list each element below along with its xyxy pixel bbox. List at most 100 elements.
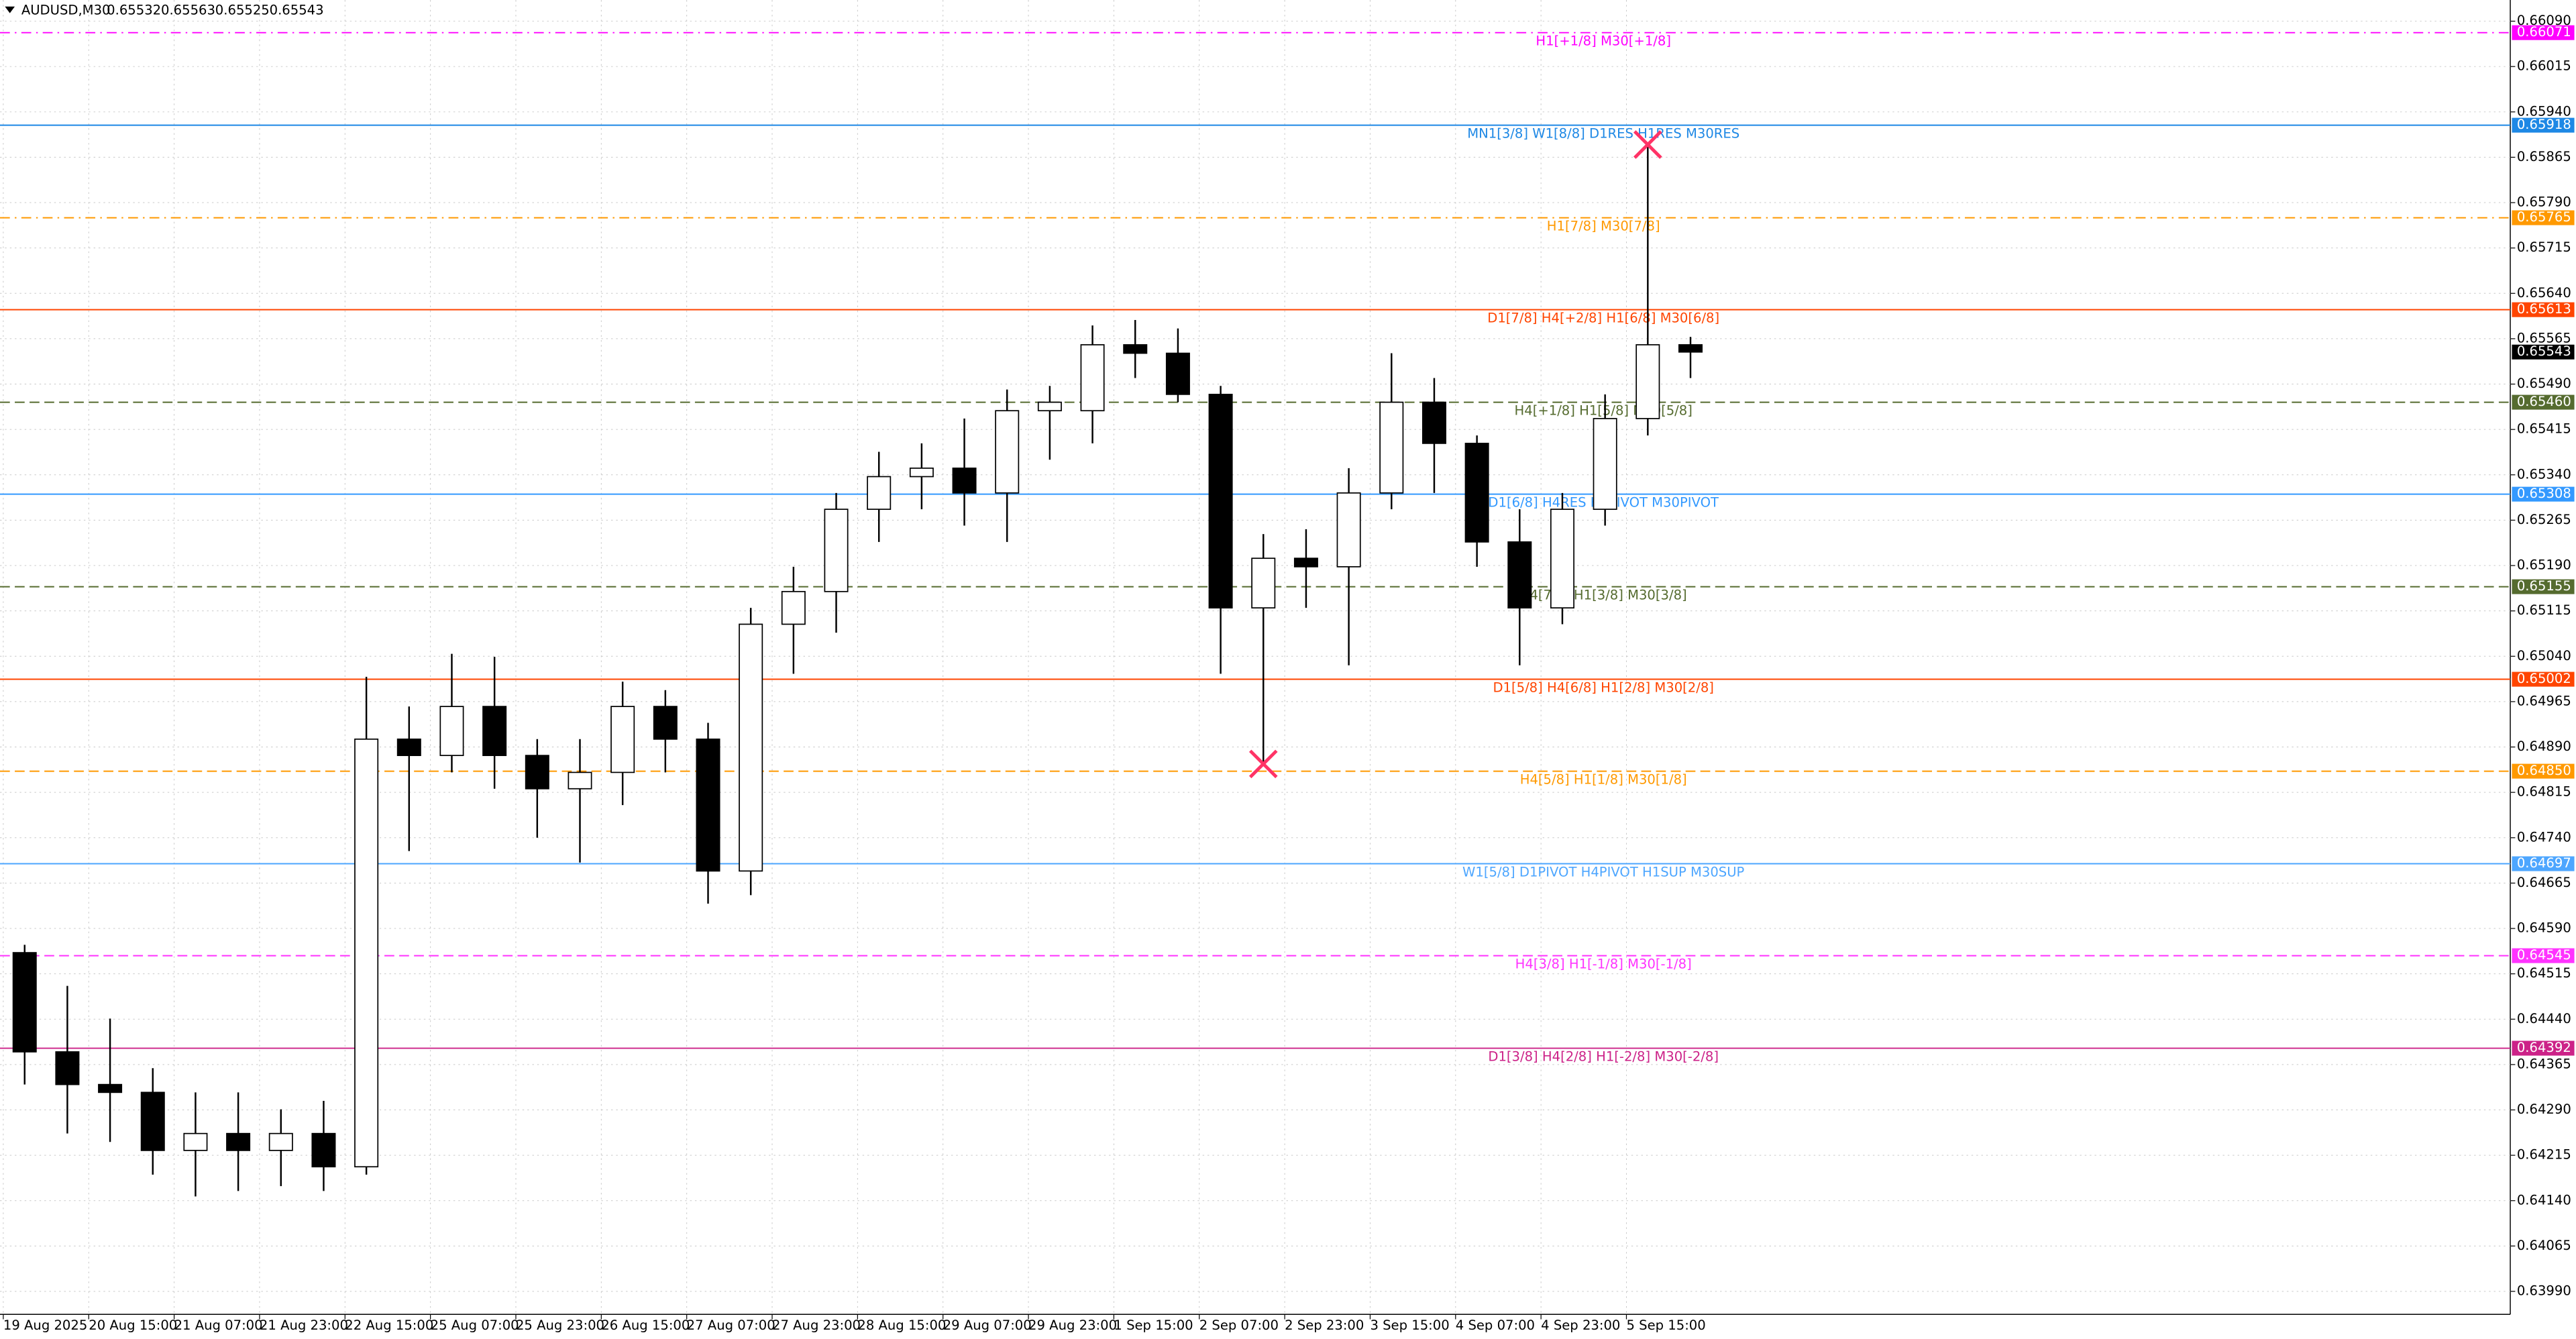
x-tick-label: 1 Sep 15:00	[1114, 1318, 1193, 1333]
candle-body	[1678, 344, 1703, 353]
x-tick-label: 21 Aug 07:00	[174, 1318, 263, 1333]
candle-body	[1379, 401, 1404, 494]
level-label: H4[+1/8] H1[5/8] M30[5/8]	[1515, 403, 1693, 419]
level-price-box	[2512, 394, 2575, 410]
candle-body	[1593, 418, 1617, 511]
candle-body	[482, 706, 507, 757]
y-tick-label: 0.63990	[2517, 1283, 2571, 1299]
x-tick-label: 20 Aug 15:00	[89, 1318, 177, 1333]
y-tick-label: 0.65715	[2517, 239, 2571, 255]
x-tick-label: 4 Sep 23:00	[1541, 1318, 1620, 1333]
candle-body	[55, 1051, 80, 1085]
y-tick-label: 0.66090	[2517, 13, 2571, 28]
level-price-box	[2512, 302, 2575, 317]
symbol-menu-icon[interactable]	[5, 6, 15, 13]
candle-body	[568, 771, 592, 790]
level-label: D1[3/8] H4[2/8] H1[-2/8] M30[-2/8]	[1488, 1049, 1719, 1065]
level-label: H4[7/8] H1[3/8] M30[3/8]	[1520, 588, 1687, 603]
x-tick-label: 27 Aug 23:00	[772, 1318, 861, 1333]
y-tick-label: 0.65040	[2517, 648, 2571, 663]
level-label: H1[7/8] M30[7/8]	[1547, 219, 1660, 234]
y-tick-label: 0.65340	[2517, 466, 2571, 482]
y-tick-label: 0.64140	[2517, 1192, 2571, 1208]
y-tick-label: 0.66015	[2517, 58, 2571, 74]
candle-body	[653, 706, 678, 740]
y-tick-label: 0.64815	[2517, 784, 2571, 800]
candle-body	[1464, 443, 1489, 543]
swing-low-marker	[1248, 749, 1278, 779]
candle-body	[1165, 352, 1190, 395]
candle-body	[1123, 344, 1148, 354]
y-tick-label: 0.65640	[2517, 285, 2571, 301]
level-price-label: 0.64392	[2517, 1040, 2571, 1055]
level-label: D1[7/8] H4[+2/8] H1[6/8] M30[6/8]	[1487, 311, 1719, 326]
level-price-label: 0.64850	[2517, 763, 2571, 778]
level-price-label: 0.65460	[2517, 394, 2571, 409]
y-tick-label: 0.65790	[2517, 195, 2571, 210]
current-price-box	[2512, 344, 2575, 360]
candle-body	[739, 623, 763, 872]
x-tick-label: 5 Sep 15:00	[1626, 1318, 1705, 1333]
candle-body	[268, 1132, 293, 1151]
level-label: D1[5/8] H4[6/8] H1[2/8] M30[2/8]	[1493, 680, 1714, 696]
candle-body	[1208, 394, 1233, 609]
x-tick-label: 25 Aug 07:00	[431, 1318, 519, 1333]
x-tick-label: 27 Aug 07:00	[687, 1318, 775, 1333]
symbol-title: AUDUSD,M30	[21, 2, 111, 17]
candle-body	[1507, 541, 1532, 609]
x-tick-label: 25 Aug 23:00	[516, 1318, 604, 1333]
x-tick-label: 26 Aug 15:00	[601, 1318, 690, 1333]
level-price-label: 0.65002	[2517, 671, 2571, 686]
candle-body	[824, 508, 849, 592]
x-tick-label: 2 Sep 07:00	[1199, 1318, 1279, 1333]
candle-body	[12, 952, 37, 1053]
y-tick-label: 0.64890	[2517, 739, 2571, 754]
level-price-label: 0.66071	[2517, 24, 2571, 40]
header-high: 0.65563	[161, 2, 215, 17]
candle-body	[396, 738, 421, 757]
x-tick-label: 22 Aug 15:00	[345, 1318, 433, 1333]
x-tick-label: 29 Aug 23:00	[1028, 1318, 1117, 1333]
x-tick-label: 28 Aug 15:00	[857, 1318, 946, 1333]
swing-high-marker	[1633, 130, 1662, 159]
y-tick-label: 0.65940	[2517, 103, 2571, 119]
candle-body	[525, 755, 549, 790]
level-price-box	[2512, 763, 2575, 779]
y-tick-label: 0.65115	[2517, 602, 2571, 618]
level-label: W1[5/8] D1PIVOT H4PIVOT H1SUP M30SUP	[1462, 865, 1744, 880]
header-low: 0.65525	[215, 2, 270, 17]
header-open: 0.65532	[107, 2, 161, 17]
y-tick-label: 0.64065	[2517, 1238, 2571, 1253]
level-price-label: 0.65918	[2517, 117, 2571, 132]
y-tick-label: 0.64440	[2517, 1011, 2571, 1026]
level-price-box	[2512, 210, 2575, 225]
candle-body	[696, 738, 720, 872]
y-tick-label: 0.64740	[2517, 829, 2571, 845]
candle-body	[1635, 344, 1660, 419]
candle-body	[439, 706, 464, 757]
candle-body	[1251, 557, 1276, 609]
level-price-label: 0.64697	[2517, 855, 2571, 871]
candle-body	[610, 706, 635, 773]
candle-body	[1080, 344, 1105, 412]
candle-body	[867, 476, 892, 511]
x-tick-label: 4 Sep 07:00	[1456, 1318, 1535, 1333]
level-label: MN1[3/8] W1[8/8] D1RES H1RES M30RES	[1467, 126, 1739, 142]
candle-body	[140, 1091, 165, 1151]
candle-body	[909, 468, 934, 478]
candle-body	[311, 1132, 336, 1168]
level-price-label: 0.65765	[2517, 209, 2571, 225]
y-tick-label: 0.65415	[2517, 421, 2571, 437]
y-tick-label: 0.65490	[2517, 376, 2571, 391]
candle-body	[354, 738, 379, 1168]
candle-body	[952, 468, 977, 494]
candle-body	[183, 1132, 208, 1151]
y-tick-label: 0.65565	[2517, 330, 2571, 345]
y-tick-label: 0.64290	[2517, 1102, 2571, 1117]
x-tick-label: 3 Sep 15:00	[1370, 1318, 1449, 1333]
level-price-box	[2512, 579, 2575, 594]
x-tick-label: 29 Aug 07:00	[943, 1318, 1032, 1333]
